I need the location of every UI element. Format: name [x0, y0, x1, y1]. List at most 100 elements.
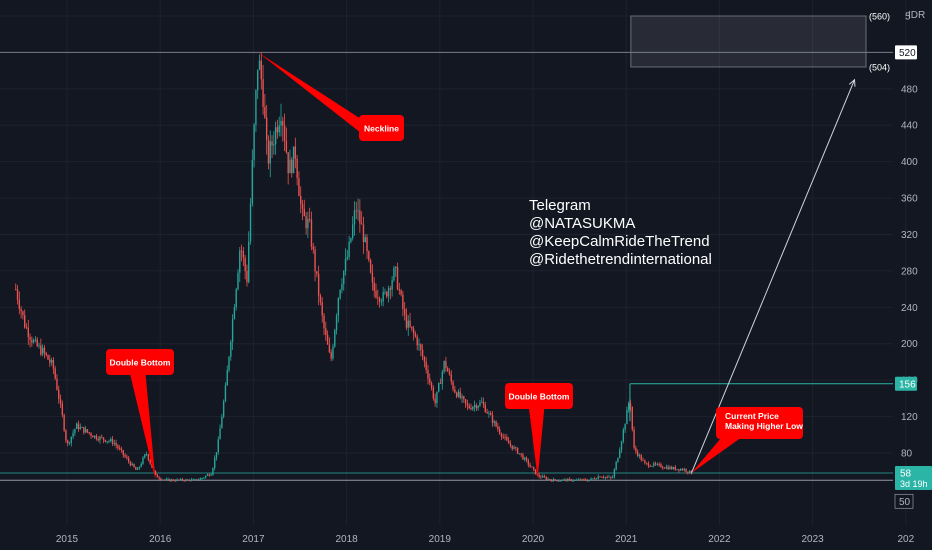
candle	[470, 403, 472, 411]
candle	[500, 432, 503, 441]
candle	[481, 397, 483, 403]
candle	[584, 477, 587, 481]
candle-body	[124, 454, 126, 457]
projection-arrow-head	[848, 78, 856, 87]
candle-body	[126, 456, 128, 459]
candle-body	[264, 106, 266, 118]
candle-body	[348, 241, 350, 258]
time-axis[interactable]: 2015 2016 2017 2018 2019 2020 2021 2022 2023 202	[56, 534, 915, 545]
candle-body	[77, 423, 80, 429]
callout-box	[505, 383, 573, 409]
candle-body	[620, 441, 623, 451]
candle-body	[579, 479, 582, 481]
candle	[170, 478, 173, 482]
candle-body	[113, 443, 116, 444]
candle-body	[572, 480, 574, 482]
time-tick-label: 2016	[149, 534, 172, 545]
candle-body	[199, 478, 202, 481]
candle-body	[54, 368, 56, 379]
candle	[638, 453, 641, 459]
candle-body	[249, 203, 252, 242]
candle	[434, 393, 436, 407]
candle	[378, 296, 381, 308]
candle-body	[169, 479, 171, 482]
candle	[262, 64, 264, 115]
candle-body	[450, 374, 452, 382]
candle-body	[570, 479, 573, 482]
candle	[665, 464, 668, 470]
candle	[185, 478, 187, 482]
candle-body	[617, 457, 619, 463]
candle	[438, 382, 440, 393]
candle-body	[357, 210, 359, 212]
price-tick-label: 200	[901, 339, 918, 350]
candle	[472, 405, 474, 411]
candle-body	[298, 178, 300, 196]
candle-body	[558, 481, 560, 482]
candle	[384, 288, 386, 295]
candle-body	[106, 441, 108, 442]
candle-body	[248, 241, 250, 283]
time-tick-label: 2018	[335, 534, 358, 545]
candle-body	[129, 461, 132, 466]
candle	[511, 445, 513, 451]
candle	[192, 478, 194, 481]
candle	[477, 405, 479, 411]
candle-body	[405, 314, 408, 328]
candle-body	[147, 454, 150, 460]
candle-body	[527, 460, 530, 465]
callout-pointer	[129, 373, 156, 481]
candle	[443, 360, 445, 374]
candle-body	[563, 479, 565, 481]
candle	[395, 266, 397, 277]
candle-body	[208, 474, 211, 476]
candle	[251, 149, 254, 207]
candle	[167, 477, 169, 481]
candle-body	[16, 289, 19, 300]
candle	[156, 473, 159, 478]
candle	[507, 437, 510, 444]
candle-body	[446, 368, 449, 372]
candle	[640, 453, 642, 462]
candle-body	[117, 445, 119, 449]
candle-body	[239, 250, 241, 273]
candle	[34, 336, 37, 343]
candle	[317, 265, 320, 306]
candle-body	[181, 479, 184, 481]
candle	[606, 475, 608, 479]
candle	[355, 201, 357, 219]
candle	[676, 469, 678, 471]
candle-body	[156, 474, 159, 478]
candle	[461, 393, 463, 404]
candle-body	[343, 271, 345, 285]
candle	[357, 198, 359, 221]
time-tick-label: 2017	[242, 534, 265, 545]
candle	[368, 250, 370, 263]
candle	[414, 331, 417, 338]
candle	[572, 479, 574, 482]
candle	[656, 462, 659, 466]
candle	[475, 403, 478, 412]
candle	[622, 427, 625, 444]
candle-body	[362, 224, 365, 242]
candle-body	[265, 117, 268, 140]
candle-body	[350, 238, 352, 242]
candle-body	[375, 290, 377, 298]
candle-body	[165, 479, 167, 481]
candle-body	[359, 210, 361, 224]
candle	[63, 413, 65, 433]
candle	[162, 479, 164, 481]
candle-body	[402, 294, 404, 309]
candle-body	[102, 437, 105, 440]
candle	[452, 380, 454, 392]
candle-body	[506, 437, 508, 441]
candle	[509, 440, 512, 448]
candle-body	[110, 439, 112, 442]
price-tick-label: 440	[901, 121, 918, 132]
candle	[25, 323, 28, 330]
candle	[59, 394, 62, 408]
resistance-price-label: 156	[899, 379, 916, 390]
candle	[393, 265, 395, 282]
candle-body	[364, 237, 366, 242]
candle	[144, 453, 146, 459]
